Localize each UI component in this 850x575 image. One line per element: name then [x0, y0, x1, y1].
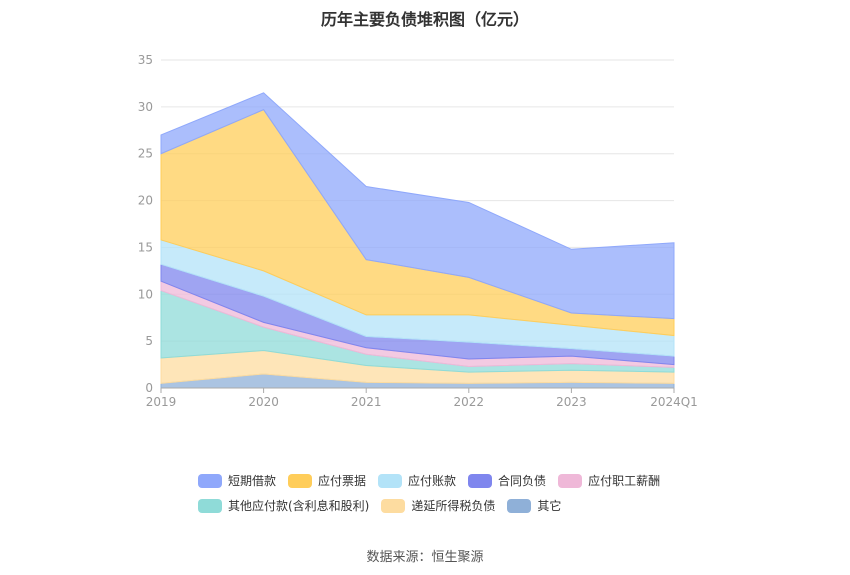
- area-series: [160, 92, 675, 389]
- legend-label: 短期借款: [228, 474, 277, 488]
- legend-item[interactable]: 其它: [507, 497, 561, 514]
- legend-item[interactable]: 应付账款: [378, 472, 456, 489]
- y-tick-label: 15: [138, 240, 153, 254]
- legend-label: 其他应付款(含利息和股利): [228, 499, 370, 513]
- x-tick-label: 2020: [248, 395, 279, 409]
- legend-item[interactable]: 短期借款: [198, 472, 276, 489]
- y-tick-label: 10: [138, 287, 153, 301]
- x-tick-label: 2024Q1: [650, 395, 698, 409]
- x-tick-label: 2022: [454, 395, 485, 409]
- legend-swatch: [378, 473, 403, 488]
- legend-item[interactable]: 应付票据: [288, 472, 366, 489]
- legend: 短期借款 应付票据 应付账款 合同负债 应付职工薪酬其他应付款(含利息和股利) 递延所得税…: [198, 472, 678, 522]
- x-tick-label: 2023: [556, 395, 587, 409]
- legend-swatch: [288, 473, 313, 488]
- y-tick-label: 0: [145, 381, 153, 395]
- y-tick-label: 25: [138, 147, 153, 161]
- legend-label: 应付票据: [318, 474, 367, 488]
- legend-swatch: [381, 498, 406, 513]
- legend-item[interactable]: 合同负债: [468, 472, 546, 489]
- legend-label: 其它: [537, 499, 562, 513]
- area-短期借款: [160, 92, 675, 320]
- legend-swatch: [558, 473, 583, 488]
- legend-row: 短期借款 应付票据 应付账款 合同负债 应付职工薪酬: [198, 472, 678, 489]
- y-tick-label: 5: [145, 334, 153, 348]
- axes: 0 5 10 15 20 25 30 35 2019 2020 2021 2022 2023 2024Q1: [138, 53, 698, 409]
- legend-label: 应付职工薪酬: [588, 474, 661, 488]
- legend-label: 递延所得税负债: [411, 499, 496, 513]
- y-tick-label: 30: [138, 100, 153, 114]
- chart-title: 历年主要负债堆积图（亿元）: [320, 10, 529, 29]
- x-tick-label: 2021: [351, 395, 382, 409]
- legend-swatch: [468, 473, 493, 488]
- legend-swatch: [198, 498, 222, 513]
- legend-label: 合同负债: [498, 474, 547, 488]
- y-tick-label: 35: [138, 53, 153, 67]
- legend-label: 应付账款: [408, 474, 457, 488]
- x-tick-label: 2019: [146, 395, 177, 409]
- legend-swatch: [507, 498, 532, 513]
- legend-item[interactable]: 其他应付款(含利息和股利): [198, 497, 369, 514]
- legend-item[interactable]: 应付职工薪酬: [558, 472, 660, 489]
- legend-item[interactable]: 递延所得税负债: [381, 497, 495, 514]
- source-note: 数据来源：恒生聚源: [366, 550, 484, 565]
- y-tick-label: 20: [138, 194, 153, 208]
- legend-row: 其他应付款(含利息和股利) 递延所得税负债 其它: [198, 497, 678, 514]
- legend-swatch: [198, 473, 222, 488]
